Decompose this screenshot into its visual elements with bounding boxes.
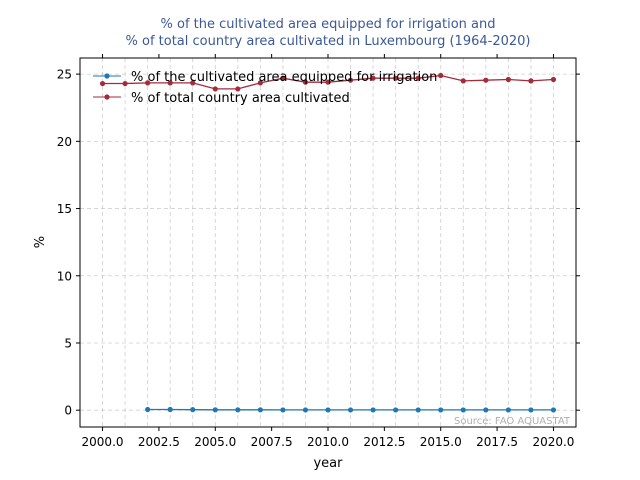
x-tick-label: 2015.0 — [420, 435, 462, 449]
series-0-point — [145, 406, 151, 413]
series-0-point — [415, 407, 421, 413]
x-tick-label: 2017.5 — [476, 435, 518, 449]
series-0-point — [325, 407, 331, 413]
y-tick-label: 10 — [57, 269, 72, 283]
series-1-point — [370, 75, 376, 81]
series-0-point — [393, 407, 399, 413]
series-1-point — [167, 80, 173, 86]
chart-title-line-2: % of total country area cultivated in Lu… — [126, 34, 531, 49]
legend-irrigation-label: % of the cultivated area equipped for ir… — [131, 70, 437, 85]
series-0-point — [460, 407, 466, 413]
series-1-point — [460, 78, 466, 84]
series-0-point — [257, 407, 263, 413]
series-0-point — [190, 407, 196, 413]
series-0-point — [235, 407, 241, 413]
x-tick-label: 2005.0 — [194, 435, 236, 449]
series-0-point — [505, 407, 511, 413]
series-0-point — [167, 406, 173, 413]
x-tick-label: 2002.5 — [138, 435, 180, 449]
series-0-point — [212, 407, 218, 413]
series-0-point — [528, 407, 534, 413]
x-tick-label: 2010.0 — [307, 435, 349, 449]
series-1-point — [145, 80, 151, 86]
series-1-point — [122, 80, 128, 87]
y-tick-label: 20 — [57, 135, 72, 149]
series-1-point — [235, 86, 241, 92]
series-1-point — [415, 75, 421, 81]
series-1-point — [99, 80, 106, 87]
series-1-point — [190, 80, 196, 86]
series-1-point — [438, 72, 444, 79]
series-0-point — [550, 407, 557, 413]
series-0-point — [370, 407, 376, 413]
y-tick-label: 0 — [64, 404, 72, 418]
axis-ticks: 2000.0 2002.5 2005.0 2007.5 2010.0 2012.5 2015… — [57, 54, 580, 449]
series-0-point — [438, 407, 444, 413]
series-1-point — [280, 75, 286, 81]
chart-title-line-1: % of the cultivated area equipped for ir… — [161, 17, 496, 32]
legend-cultivated-label: % of total country area cultivated — [131, 91, 350, 106]
x-tick-label: 2000.0 — [82, 435, 124, 449]
series-0-point — [302, 407, 309, 413]
source-note: Source: FAO AQUASTAT — [454, 416, 571, 427]
legend: % of the cultivated area equipped for ir… — [93, 70, 437, 106]
x-tick-label: 2020.0 — [532, 435, 574, 449]
series-0-point — [483, 407, 489, 413]
legend-cultivated-marker — [104, 94, 110, 100]
y-tick-label: 15 — [57, 202, 72, 216]
data-series — [99, 72, 557, 413]
legend-irrigation-marker — [104, 73, 110, 79]
x-tick-label: 2007.5 — [251, 435, 293, 449]
y-tick-label: 5 — [64, 336, 72, 350]
y-axis-label: % — [33, 236, 48, 248]
series-0-point — [347, 407, 354, 413]
series-1-point — [212, 86, 218, 92]
series-1-point — [347, 77, 354, 83]
x-axis-label: year — [313, 456, 343, 471]
series-1-point — [393, 75, 399, 81]
series-1-point — [528, 78, 534, 84]
series-1-point — [302, 79, 309, 85]
series-1-point — [505, 76, 511, 83]
x-tick-label: 2012.5 — [363, 435, 405, 449]
series-1-point — [325, 79, 331, 85]
series-0-point — [280, 407, 286, 413]
series-1-point — [550, 76, 557, 83]
series-1-point — [257, 80, 263, 86]
series-1-point — [483, 77, 489, 83]
y-tick-label: 25 — [57, 68, 72, 82]
